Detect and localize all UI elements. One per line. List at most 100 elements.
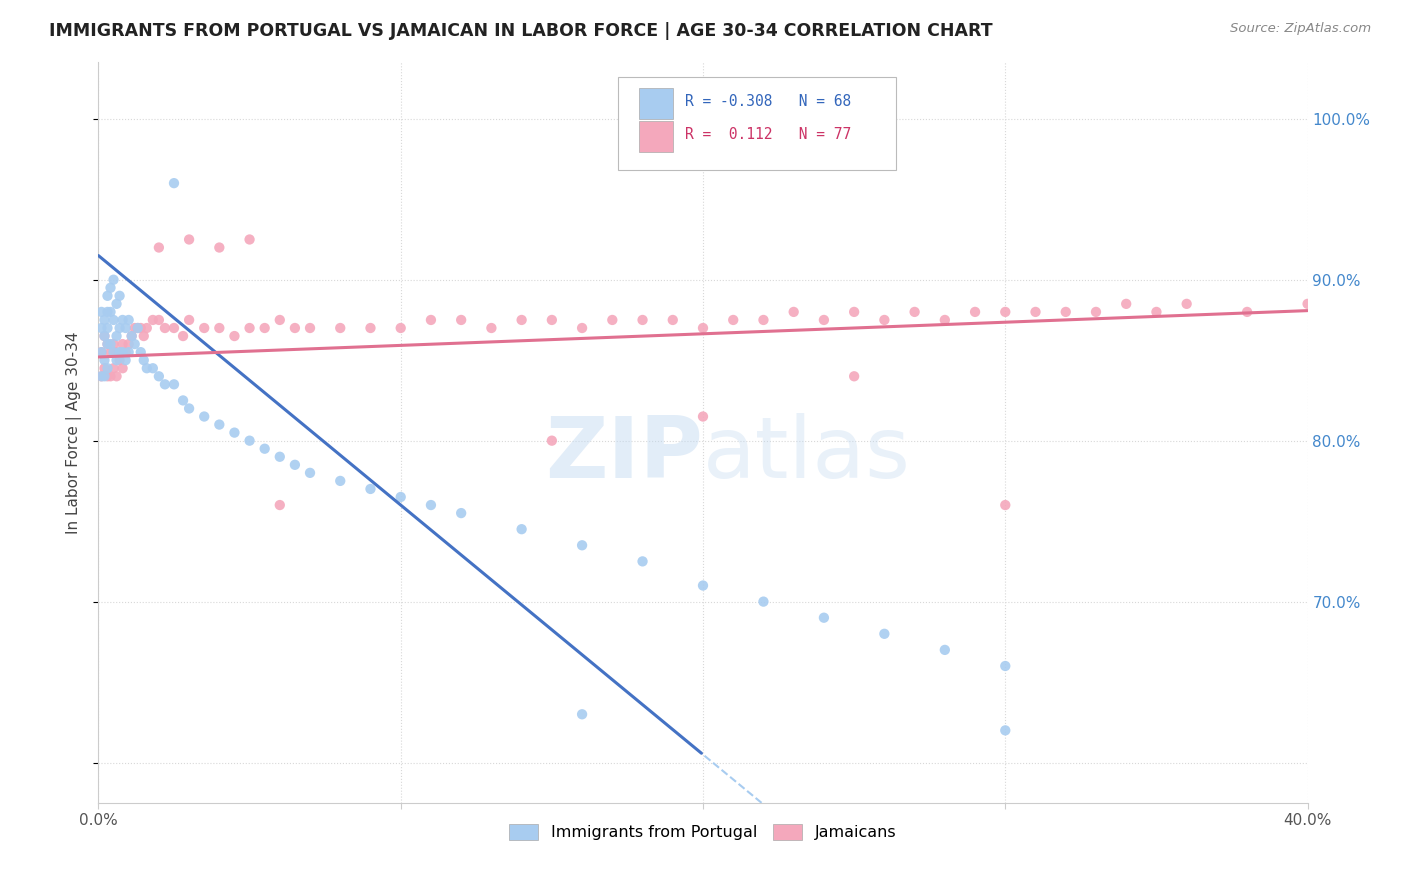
Point — [284, 458, 307, 472]
Point — [93, 313, 115, 327]
Point — [1144, 305, 1167, 319]
Point — [90, 321, 112, 335]
Point — [103, 313, 125, 327]
Text: ZIP: ZIP — [546, 413, 703, 496]
Point — [108, 321, 131, 335]
Point — [994, 305, 1017, 319]
Point — [1054, 305, 1077, 319]
Point — [844, 369, 866, 384]
FancyBboxPatch shape — [638, 87, 673, 119]
Point — [105, 353, 128, 368]
Point — [450, 506, 472, 520]
Point — [1236, 305, 1258, 319]
Point — [114, 345, 136, 359]
Point — [121, 329, 143, 343]
Point — [904, 305, 927, 319]
Point — [193, 409, 215, 424]
Point — [994, 498, 1017, 512]
Point — [208, 417, 231, 432]
Point — [692, 321, 714, 335]
Point — [299, 321, 322, 335]
Point — [129, 345, 152, 359]
FancyBboxPatch shape — [619, 78, 897, 169]
Point — [510, 522, 533, 536]
Point — [96, 321, 118, 335]
Point — [163, 176, 186, 190]
Point — [135, 321, 157, 335]
Point — [100, 369, 122, 384]
Point — [135, 361, 157, 376]
Point — [90, 369, 112, 384]
Point — [224, 425, 246, 440]
Point — [224, 329, 246, 343]
Point — [96, 369, 118, 384]
Point — [153, 321, 176, 335]
Point — [269, 450, 291, 464]
Point — [111, 345, 134, 359]
FancyBboxPatch shape — [638, 121, 673, 152]
Point — [510, 313, 533, 327]
Point — [148, 240, 170, 254]
Legend: Immigrants from Portugal, Jamaicans: Immigrants from Portugal, Jamaicans — [503, 817, 903, 847]
Point — [114, 321, 136, 335]
Point — [329, 321, 352, 335]
Point — [571, 321, 593, 335]
Point — [253, 442, 276, 456]
Point — [481, 321, 503, 335]
Point — [121, 329, 143, 343]
Point — [873, 313, 896, 327]
Point — [208, 321, 231, 335]
Point — [239, 434, 262, 448]
Point — [105, 329, 128, 343]
Point — [100, 281, 122, 295]
Point — [132, 329, 155, 343]
Point — [179, 313, 201, 327]
Point — [93, 329, 115, 343]
Text: R = -0.308   N = 68: R = -0.308 N = 68 — [685, 95, 851, 109]
Point — [96, 305, 118, 319]
Point — [752, 594, 775, 608]
Point — [153, 377, 176, 392]
Point — [111, 313, 134, 327]
Point — [208, 240, 231, 254]
Point — [965, 305, 987, 319]
Point — [127, 321, 149, 335]
Point — [172, 329, 194, 343]
Point — [360, 321, 382, 335]
Point — [142, 313, 165, 327]
Point — [93, 361, 115, 376]
Point — [253, 321, 276, 335]
Point — [994, 659, 1017, 673]
Point — [111, 361, 134, 376]
Point — [934, 643, 956, 657]
Point — [1296, 297, 1319, 311]
Point — [90, 345, 112, 359]
Point — [118, 345, 141, 359]
Point — [105, 297, 128, 311]
Point — [813, 313, 835, 327]
Text: IMMIGRANTS FROM PORTUGAL VS JAMAICAN IN LABOR FORCE | AGE 30-34 CORRELATION CHAR: IMMIGRANTS FROM PORTUGAL VS JAMAICAN IN … — [49, 22, 993, 40]
Point — [118, 337, 141, 351]
Point — [193, 321, 215, 335]
Point — [124, 321, 146, 335]
Point — [108, 353, 131, 368]
Point — [389, 490, 412, 504]
Point — [239, 321, 262, 335]
Point — [450, 313, 472, 327]
Point — [93, 353, 115, 368]
Point — [179, 401, 201, 416]
Point — [420, 313, 443, 327]
Point — [1175, 297, 1198, 311]
Point — [873, 627, 896, 641]
Point — [90, 369, 112, 384]
Point — [269, 498, 291, 512]
Point — [93, 369, 115, 384]
Point — [108, 345, 131, 359]
Point — [124, 337, 146, 351]
Point — [571, 538, 593, 552]
Point — [90, 345, 112, 359]
Point — [103, 345, 125, 359]
Point — [118, 313, 141, 327]
Point — [571, 707, 593, 722]
Point — [100, 305, 122, 319]
